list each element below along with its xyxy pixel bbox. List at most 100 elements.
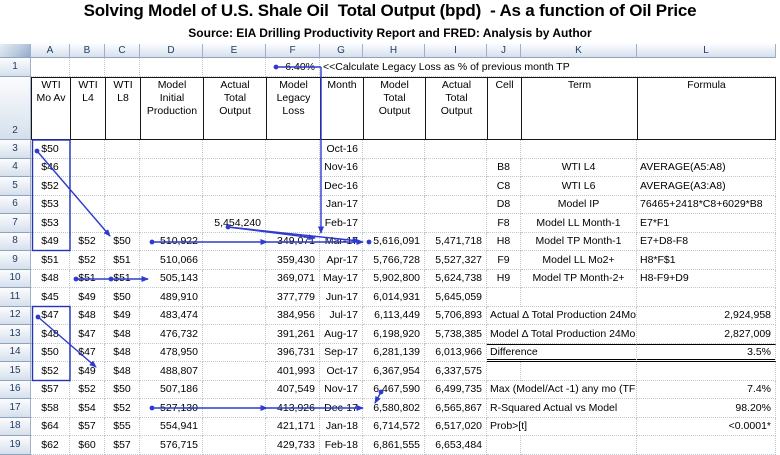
row-header-4[interactable]: 4 bbox=[0, 158, 31, 177]
cell-G16[interactable]: Nov-17 bbox=[320, 380, 363, 399]
cell-G6[interactable]: Jan-17 bbox=[320, 195, 363, 214]
row-header-18[interactable]: 18 bbox=[0, 417, 31, 436]
cell-A16[interactable]: $57 bbox=[31, 380, 70, 399]
column-header-H[interactable]: H bbox=[363, 44, 425, 58]
column-header-K[interactable]: K bbox=[521, 44, 637, 58]
cell-H8[interactable]: 5,616,091 bbox=[363, 232, 425, 251]
cell-D4[interactable] bbox=[140, 158, 203, 177]
cell-H3[interactable] bbox=[363, 140, 425, 159]
cell-I18[interactable]: 6,517,020 bbox=[425, 417, 487, 436]
cell-C1[interactable] bbox=[105, 58, 140, 77]
cell-D19[interactable]: 576,715 bbox=[140, 436, 203, 455]
cell-C10[interactable]: $51 bbox=[105, 269, 140, 288]
cell-I3[interactable] bbox=[425, 140, 487, 159]
cell-K8[interactable]: Model TP Month-1 bbox=[521, 232, 637, 251]
column-header-L[interactable]: L bbox=[637, 44, 776, 58]
cell-K15[interactable] bbox=[521, 362, 637, 381]
cell-D6[interactable] bbox=[140, 195, 203, 214]
cell-D13[interactable]: 476,732 bbox=[140, 325, 203, 344]
cell-I7[interactable] bbox=[425, 214, 487, 233]
cell-D7[interactable] bbox=[140, 214, 203, 233]
cell-C4[interactable] bbox=[105, 158, 140, 177]
cell-E14[interactable] bbox=[203, 343, 266, 362]
cell-J7[interactable]: F8 bbox=[487, 214, 521, 233]
cell-I8[interactable]: 5,471,718 bbox=[425, 232, 487, 251]
row-header-17[interactable]: 17 bbox=[0, 399, 31, 418]
cell-C18[interactable]: $55 bbox=[105, 417, 140, 436]
cell-C13[interactable]: $48 bbox=[105, 325, 140, 344]
cell-L19[interactable] bbox=[637, 436, 776, 455]
cell-E4[interactable] bbox=[203, 158, 266, 177]
cell-L12[interactable]: 2,924,958 bbox=[637, 306, 776, 325]
cell-L16[interactable]: 7.4% bbox=[637, 380, 776, 399]
row-header-5[interactable]: 5 bbox=[0, 177, 31, 196]
cell-L13[interactable]: 2,827,009 bbox=[637, 325, 776, 344]
cell-C5[interactable] bbox=[105, 177, 140, 196]
row-header-6[interactable]: 6 bbox=[0, 195, 31, 214]
cell-E3[interactable] bbox=[203, 140, 266, 159]
cell-G15[interactable]: Oct-17 bbox=[320, 362, 363, 381]
cell-G3[interactable]: Oct-16 bbox=[320, 140, 363, 159]
cell-F11[interactable]: 377,779 bbox=[266, 288, 320, 307]
cell-D8[interactable]: 510,922 bbox=[140, 232, 203, 251]
cell-F17[interactable]: 413,926 bbox=[266, 399, 320, 418]
cell-I12[interactable]: 5,706,893 bbox=[425, 306, 487, 325]
cell-H5[interactable] bbox=[363, 177, 425, 196]
cell-I10[interactable]: 5,624,738 bbox=[425, 269, 487, 288]
cell-I14[interactable]: 6,013,966 bbox=[425, 343, 487, 362]
column-header-I[interactable]: I bbox=[425, 44, 487, 58]
cell-A11[interactable]: $45 bbox=[31, 288, 70, 307]
row-header-2[interactable]: 2 bbox=[0, 77, 31, 140]
cell-B11[interactable]: $49 bbox=[70, 288, 105, 307]
cell-C17[interactable]: $52 bbox=[105, 399, 140, 418]
cell-F14[interactable]: 396,731 bbox=[266, 343, 320, 362]
cell-A3[interactable]: $50 bbox=[31, 140, 70, 159]
cell-G5[interactable]: Dec-16 bbox=[320, 177, 363, 196]
cell-H16[interactable]: 6,467,590 bbox=[363, 380, 425, 399]
cell-G14[interactable]: Sep-17 bbox=[320, 343, 363, 362]
cell-K9[interactable]: Model LL Mo2+ bbox=[521, 251, 637, 270]
cell-L6[interactable]: 76465+2418*C8+6029*B8 bbox=[637, 195, 776, 214]
cell-H19[interactable]: 6,861,555 bbox=[363, 436, 425, 455]
cell-B14[interactable]: $47 bbox=[70, 343, 105, 362]
cell-J9[interactable]: F9 bbox=[487, 251, 521, 270]
cell-J5[interactable]: C8 bbox=[487, 177, 521, 196]
cell-H12[interactable]: 6,113,449 bbox=[363, 306, 425, 325]
cell-B1[interactable] bbox=[70, 58, 105, 77]
row-header-10[interactable]: 10 bbox=[0, 269, 31, 288]
cell-H4[interactable] bbox=[363, 158, 425, 177]
cell-K11[interactable] bbox=[521, 288, 637, 307]
row-header-11[interactable]: 11 bbox=[0, 288, 31, 307]
row-header-8[interactable]: 8 bbox=[0, 232, 31, 251]
row-header-19[interactable]: 19 bbox=[0, 436, 31, 455]
cell-B19[interactable]: $60 bbox=[70, 436, 105, 455]
cell-H7[interactable] bbox=[363, 214, 425, 233]
cell-E12[interactable] bbox=[203, 306, 266, 325]
cell-B18[interactable]: $57 bbox=[70, 417, 105, 436]
row-header-3[interactable]: 3 bbox=[0, 140, 31, 159]
cell-K6[interactable]: Model IP bbox=[521, 195, 637, 214]
cell-A10[interactable]: $48 bbox=[31, 269, 70, 288]
cell-A18[interactable]: $64 bbox=[31, 417, 70, 436]
cell-D16[interactable]: 507,186 bbox=[140, 380, 203, 399]
cell-F9[interactable]: 359,430 bbox=[266, 251, 320, 270]
cell-D17[interactable]: 527,130 bbox=[140, 399, 203, 418]
cell-H9[interactable]: 5,766,728 bbox=[363, 251, 425, 270]
cell-K7[interactable]: Model LL Month-1 bbox=[521, 214, 637, 233]
cell-C14[interactable]: $48 bbox=[105, 343, 140, 362]
cell-L10[interactable]: H8-F9+D9 bbox=[637, 269, 776, 288]
cell-F19[interactable]: 429,733 bbox=[266, 436, 320, 455]
cell-J11[interactable] bbox=[487, 288, 521, 307]
cell-I19[interactable]: 6,653,484 bbox=[425, 436, 487, 455]
cell-F18[interactable]: 421,171 bbox=[266, 417, 320, 436]
cell-G13[interactable]: Aug-17 bbox=[320, 325, 363, 344]
cell-H11[interactable]: 6,014,931 bbox=[363, 288, 425, 307]
cell-A5[interactable]: $52 bbox=[31, 177, 70, 196]
cell-G4[interactable]: Nov-16 bbox=[320, 158, 363, 177]
cell-I17[interactable]: 6,565,867 bbox=[425, 399, 487, 418]
cell-B6[interactable] bbox=[70, 195, 105, 214]
cell-F13[interactable]: 391,261 bbox=[266, 325, 320, 344]
cell-F12[interactable]: 384,956 bbox=[266, 306, 320, 325]
cell-J8[interactable]: H8 bbox=[487, 232, 521, 251]
cell-D18[interactable]: 554,941 bbox=[140, 417, 203, 436]
